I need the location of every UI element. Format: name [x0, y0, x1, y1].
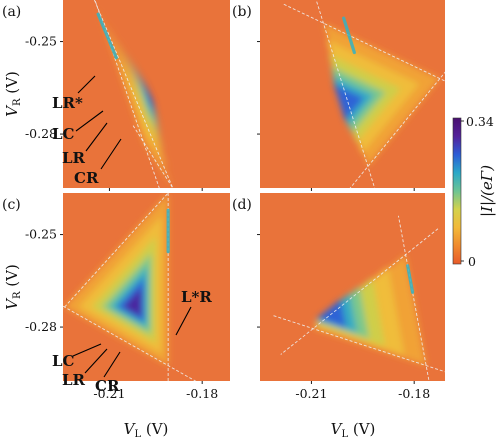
colorbar-gradient: [452, 117, 462, 265]
annotation-lc: LC: [52, 125, 75, 143]
y-axis-label-top: VR (V): [3, 71, 23, 117]
panel-a: (a) LR* LC LR CR: [2, 0, 230, 188]
colorbar-label: |I|/(eΓ): [478, 165, 496, 217]
panel-a-heat-band-2: [118, 38, 166, 152]
y-tick-label: -0.25: [25, 227, 57, 242]
panel-d-label: (d): [232, 197, 252, 213]
panel-a-triangle-edge-0: [94, 0, 160, 188]
annotation-cr-line: [100, 138, 122, 170]
annotation-lr-star-line: [77, 75, 96, 94]
colorbar-tick-label-max: 0.34: [466, 114, 494, 129]
panel-a-heat-band-4: [132, 60, 160, 126]
panel-d-triangle-edge-1: [397, 215, 430, 381]
annotation-l-star-r-line: [175, 306, 192, 336]
x-tick-label: -0.18: [398, 386, 430, 401]
panel-c-triangle-edge-0: [63, 305, 197, 381]
annotation-lc-line: [75, 110, 104, 132]
y-tick-label: -0.28: [25, 126, 57, 141]
annotation-l-star-r: L*R: [181, 288, 212, 306]
annotation-cr: CR: [74, 169, 99, 187]
y-tick-label: -0.25: [25, 34, 57, 49]
panel-a-heat-band-5: [138, 68, 158, 117]
annotation-lr: LR: [62, 149, 86, 167]
panel-c: (c) L*R LC LR CR: [2, 193, 230, 395]
y-tick-label: -0.28: [25, 319, 57, 334]
annotation-cr: CR: [95, 377, 120, 395]
x-tick-label: -0.21: [93, 386, 125, 401]
panel-d-triangle-edge-2: [280, 228, 439, 355]
annotation-lc: LC: [52, 352, 75, 370]
axis-ticks: -0.25 -0.28 -0.25 -0.28 -0.21 -0.18 -0.21 -0.18: [25, 34, 430, 401]
panel-b-heat-band-5: [333, 83, 364, 121]
panel-a-triangle-edge-2: [93, 0, 174, 188]
panel-b-heatmap: [282, 0, 445, 188]
panel-c-label: (c): [2, 197, 21, 213]
annotation-lr-line: [84, 348, 108, 374]
panel-b-triangle-edge-2: [282, 3, 445, 82]
panel-a-resonance-stripe: [96, 12, 118, 60]
panel-c-heat-band-6: [123, 287, 142, 317]
x-axis-label-right: VL (V): [331, 420, 376, 440]
annotation-lr-star: LR*: [52, 94, 83, 112]
panel-a-label: (a): [2, 4, 21, 20]
panel-b-triangle-edge-0: [315, 0, 376, 188]
x-tick-label: -0.18: [186, 386, 218, 401]
panel-b-triangle-edge-1: [349, 71, 445, 188]
colorbar-tick-label-min: 0: [468, 254, 476, 269]
panel-b-resonance-stripe: [342, 16, 356, 55]
panel-a-heat-band-6: [143, 76, 157, 108]
annotation-lr: LR: [62, 371, 86, 389]
panel-c-triangle-edge-2: [63, 193, 169, 310]
panel-b: (b): [232, 0, 445, 188]
colorbar: 0.34 0 |I|/(eΓ): [452, 114, 496, 269]
annotation-lc-line: [72, 343, 102, 357]
annotation-lr-line: [85, 122, 108, 152]
panel-d-resonance-stripe: [406, 264, 415, 294]
panel-d: (d): [232, 193, 445, 381]
panel-c-heatmap: [63, 193, 197, 381]
panel-d-heatmap: [273, 215, 445, 381]
y-axis-label-bottom: VR (V): [3, 264, 23, 310]
x-tick-label: -0.21: [295, 386, 327, 401]
panel-a-triangle-edge-1: [132, 125, 174, 188]
annotation-cr-line: [103, 351, 121, 378]
panel-d-triangle-edge-0: [273, 315, 445, 373]
panel-a-heatmap: [93, 0, 174, 188]
x-axis-label-left: VL (V): [124, 420, 169, 440]
panel-b-label: (b): [232, 4, 252, 20]
